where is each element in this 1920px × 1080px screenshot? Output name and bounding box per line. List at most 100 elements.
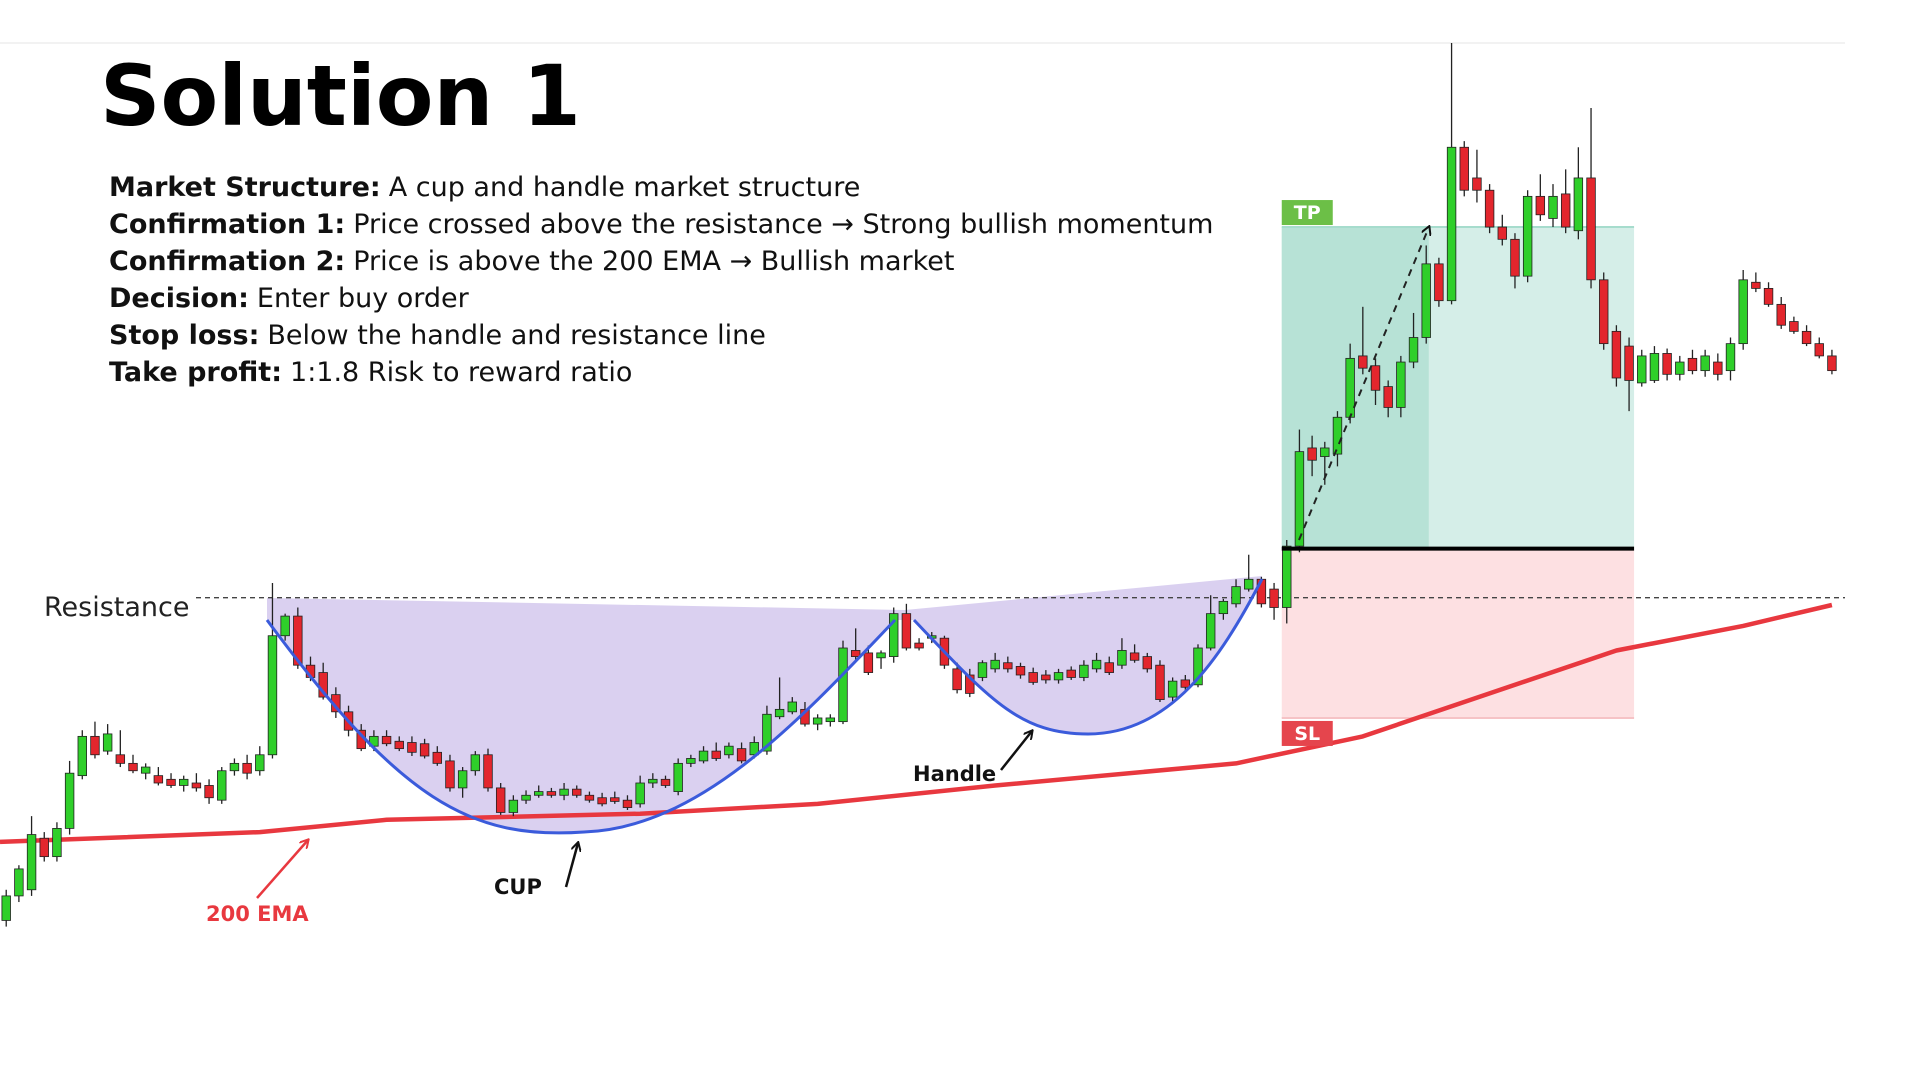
candle-body	[762, 713, 772, 752]
candle-body	[1510, 238, 1520, 277]
candle-body	[1408, 337, 1419, 363]
candle-body	[876, 652, 886, 659]
candle-body	[1649, 353, 1660, 381]
note-line: Stop loss: Below the handle and resistanc…	[109, 320, 766, 351]
notes: Market Structure: A cup and handle market…	[109, 172, 1213, 388]
candle-body	[1560, 193, 1571, 228]
candle-body	[1573, 177, 1584, 232]
candle-body	[280, 615, 290, 637]
candle-body	[990, 659, 1000, 670]
note-label: Market Structure:	[109, 172, 381, 203]
entry-layer: TP SL	[1281, 200, 1635, 746]
candle-body	[1396, 361, 1406, 408]
candle-body	[1801, 330, 1812, 345]
title: Solution 1	[100, 47, 581, 145]
note-text: 1:1.8 Risk to reward ratio	[290, 357, 632, 388]
candle-body	[128, 762, 138, 772]
candle-body	[1244, 578, 1254, 590]
candle-body	[774, 708, 785, 718]
ema-line	[0, 602, 1833, 845]
ema-arrow	[256, 840, 308, 899]
candle-body	[787, 701, 797, 713]
candle-body	[445, 760, 455, 789]
candle-body	[1725, 343, 1736, 372]
candle-body	[1687, 357, 1698, 372]
candle-body	[229, 762, 240, 772]
candle-body	[736, 748, 747, 762]
note-text: Price is above the 200 EMA → Bullish mar…	[353, 246, 954, 277]
candle-body	[204, 785, 214, 799]
candle-body	[1548, 195, 1558, 219]
candle-body	[1611, 330, 1622, 379]
candle-body	[1041, 674, 1051, 681]
candle-body	[394, 740, 404, 750]
candle-body	[546, 791, 557, 796]
candle-body	[1117, 650, 1127, 666]
note-label: Confirmation 2:	[109, 246, 345, 277]
candle-body	[1472, 177, 1482, 191]
candle-body	[419, 743, 430, 757]
candle-body	[1282, 545, 1292, 608]
sl-badge	[1281, 720, 1333, 746]
candle-body	[407, 742, 417, 753]
candle-body	[559, 788, 569, 796]
candle-body	[1129, 652, 1140, 661]
handle-curve	[912, 578, 1264, 736]
candle-body	[534, 791, 544, 796]
candle-body	[242, 762, 252, 774]
candle-body	[1751, 281, 1761, 289]
candle-body	[901, 613, 912, 649]
candle-body	[1624, 345, 1634, 381]
candle-body	[648, 778, 658, 784]
tp-badge	[1281, 200, 1333, 226]
resistance-label: Resistance	[44, 592, 190, 623]
candle-body	[673, 762, 683, 792]
candle-body	[1446, 146, 1457, 302]
handle-label: Handle	[913, 762, 996, 786]
candle-body	[1345, 357, 1355, 418]
candle-body	[597, 797, 607, 805]
candle-body	[153, 775, 164, 784]
candle-body	[457, 770, 468, 789]
candle-body	[1459, 146, 1469, 191]
note-line: Decision: Enter buy order	[109, 283, 470, 314]
candle-body	[495, 787, 506, 813]
candle-body	[1383, 386, 1393, 408]
candle-body	[965, 674, 975, 694]
note-line: Confirmation 2: Price is above the 200 EM…	[109, 246, 955, 277]
candle-body	[850, 650, 861, 657]
candle-body	[1776, 303, 1786, 326]
candle-body	[39, 837, 49, 858]
candle-body	[1358, 355, 1368, 369]
candle-body	[1522, 195, 1533, 277]
note-label: Confirmation 1:	[109, 209, 345, 240]
cup-arrow	[564, 843, 578, 888]
note-label: Stop loss:	[109, 320, 259, 351]
candle-body	[1, 895, 11, 921]
candle-body	[1332, 416, 1343, 455]
cup-curve	[265, 618, 897, 835]
candle-body	[166, 778, 176, 786]
note-line: Market Structure: A cup and handle market…	[109, 172, 860, 203]
candle-body	[1079, 664, 1089, 678]
pattern-fill	[267, 576, 1262, 833]
candle-body	[698, 750, 709, 762]
candle-body	[1535, 195, 1546, 216]
sl-zone	[1281, 548, 1635, 718]
candle-body	[1814, 343, 1824, 357]
candle-body	[293, 615, 303, 666]
candle-body	[381, 735, 392, 745]
candle-body	[1320, 447, 1330, 457]
candle-body	[572, 788, 582, 796]
candle-body	[977, 662, 988, 678]
candle-body	[838, 647, 848, 723]
note-label: Decision:	[109, 283, 249, 314]
candle-body	[470, 754, 481, 772]
candle-body	[622, 799, 633, 808]
candle-body	[115, 754, 126, 764]
note-text: A cup and handle market structure	[389, 172, 861, 203]
sl-label: SL	[1294, 723, 1320, 745]
candle-body	[889, 613, 899, 657]
candle-body	[217, 770, 227, 801]
candle-body	[1205, 613, 1216, 649]
